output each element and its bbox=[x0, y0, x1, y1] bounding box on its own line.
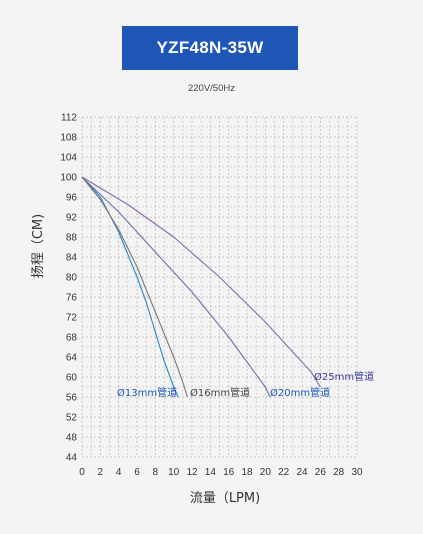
y-tick-label: 104 bbox=[60, 153, 77, 164]
x-tick-label: 18 bbox=[241, 467, 253, 478]
x-tick-label: 0 bbox=[79, 467, 85, 478]
x-tick-labels: 0 2 4 6 8 10 12 14 16 18 20 22 24 26 28 30 bbox=[79, 467, 363, 478]
y-tick-label: 60 bbox=[66, 373, 78, 384]
y-tick-label: 64 bbox=[66, 353, 78, 364]
x-tick-label: 8 bbox=[153, 467, 159, 478]
x-tick-label: 2 bbox=[98, 467, 104, 478]
y-tick-label: 52 bbox=[66, 413, 78, 424]
series-label: Ø25mm管道 bbox=[314, 370, 374, 383]
x-tick-label: 30 bbox=[351, 467, 363, 478]
chart-title: YZF48N-35W bbox=[122, 26, 298, 70]
y-tick-label: 80 bbox=[66, 273, 78, 284]
y-tick-label: 108 bbox=[60, 133, 77, 144]
y-tick-label: 112 bbox=[61, 113, 77, 124]
y-tick-label: 88 bbox=[66, 233, 78, 244]
x-tick-label: 24 bbox=[296, 467, 308, 478]
series-label: Ø13mm管道 bbox=[117, 386, 177, 399]
series-label: Ø20mm管道 bbox=[270, 386, 330, 399]
y-tick-label: 44 bbox=[66, 453, 78, 464]
y-axis-label: 扬程（CM) bbox=[31, 214, 46, 278]
x-tick-label: 6 bbox=[134, 467, 140, 478]
x-tick-label: 12 bbox=[186, 467, 198, 478]
x-tick-label: 4 bbox=[116, 467, 122, 478]
y-tick-label: 96 bbox=[66, 193, 78, 204]
x-tick-label: 10 bbox=[168, 467, 180, 478]
grid bbox=[81, 116, 358, 458]
series-line bbox=[81, 176, 188, 398]
x-tick-label: 26 bbox=[315, 467, 327, 478]
series-line bbox=[81, 176, 271, 398]
y-tick-label: 92 bbox=[66, 213, 78, 224]
x-tick-label: 16 bbox=[223, 467, 235, 478]
y-tick-label: 68 bbox=[66, 333, 78, 344]
y-tick-label: 84 bbox=[66, 253, 78, 264]
x-axis-label: 流量（LPM) bbox=[190, 491, 260, 506]
y-tick-label: 76 bbox=[66, 293, 78, 304]
series-lines bbox=[81, 176, 321, 398]
x-tick-label: 28 bbox=[333, 467, 345, 478]
y-tick-label: 72 bbox=[66, 313, 78, 324]
y-tick-labels: 44 48 52 56 60 64 68 72 76 80 84 88 92 96 100 104 108 112 bbox=[60, 113, 77, 464]
y-tick-label: 100 bbox=[60, 173, 77, 184]
series-label: Ø16mm管道 bbox=[190, 386, 250, 399]
y-tick-label: 56 bbox=[66, 393, 78, 404]
x-tick-label: 22 bbox=[278, 467, 290, 478]
y-tick-label: 48 bbox=[66, 433, 78, 444]
x-tick-label: 14 bbox=[205, 467, 217, 478]
x-tick-label: 20 bbox=[260, 467, 272, 478]
series-line bbox=[81, 176, 321, 388]
chart-subtitle: 220V/50Hz bbox=[187, 83, 235, 94]
series-labels: Ø13mm管道 Ø16mm管道 Ø20mm管道 Ø25mm管道 bbox=[117, 370, 374, 399]
